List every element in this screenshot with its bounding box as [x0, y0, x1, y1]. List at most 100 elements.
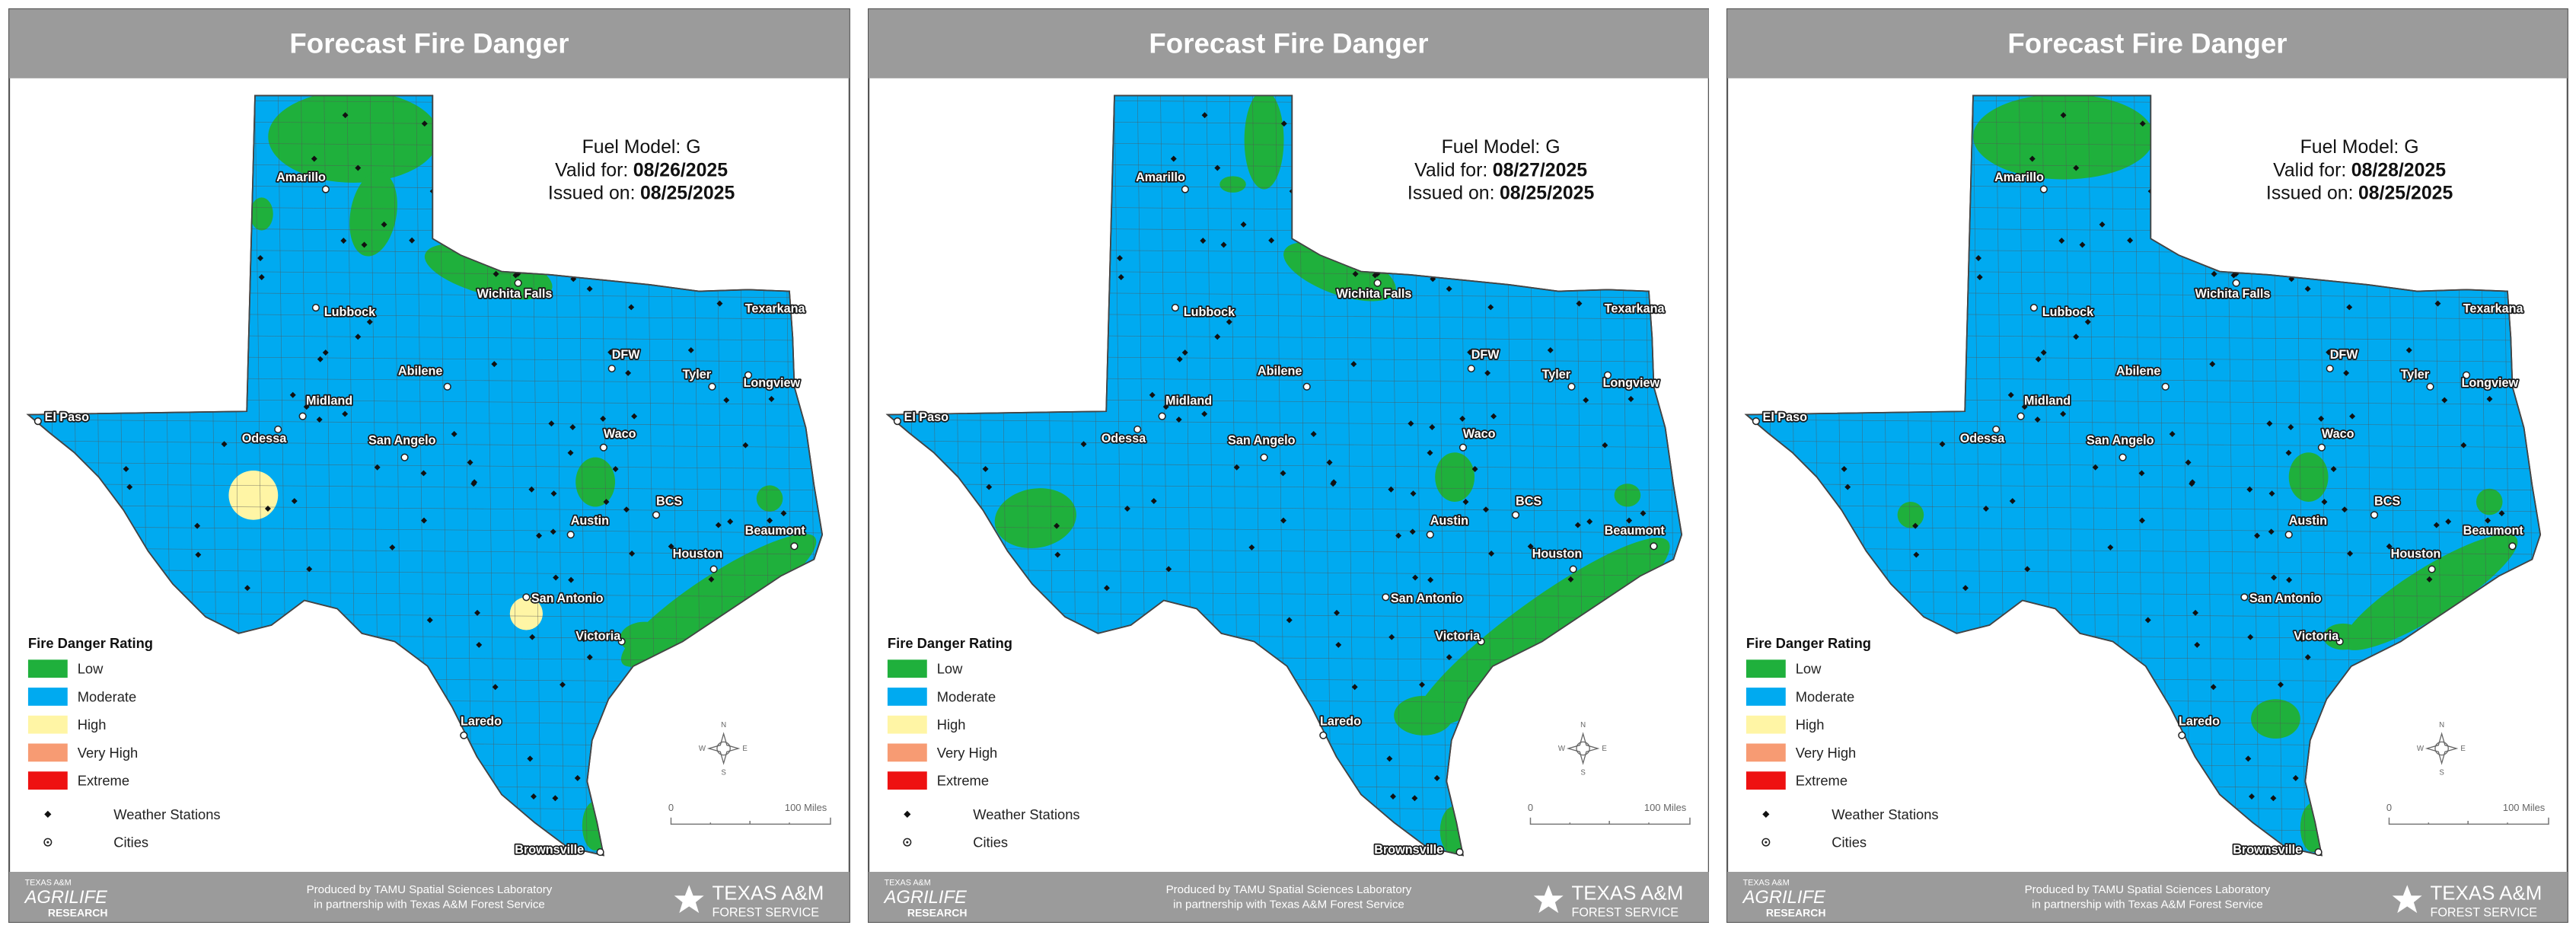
county-line [887, 483, 1682, 491]
scale-bar [670, 817, 831, 825]
legend-label: Moderate [1796, 688, 1855, 704]
footer-produced: Produced by TAMU Spatial Sciences Labora… [2025, 883, 2271, 896]
fire-zone [2288, 452, 2329, 502]
city-label: Laredo [1319, 715, 1360, 729]
weather-station [1117, 274, 1124, 280]
weather-station [366, 318, 373, 325]
county-line [1745, 419, 2541, 426]
city-label: Tyler [2401, 368, 2430, 381]
legend-label: Low [1796, 661, 1822, 677]
city-marker [709, 565, 718, 573]
weather-station [612, 466, 619, 472]
city-label: San Antonio [2249, 592, 2322, 605]
weather-station [355, 164, 362, 171]
footer-partnership: in partnership with Texas A&M Forest Ser… [2032, 898, 2263, 911]
weather-station [1286, 617, 1293, 624]
city-label: San Angelo [1228, 433, 1296, 447]
legend-city-dot [905, 841, 908, 844]
legend-swatch [887, 771, 927, 790]
weather-station [2346, 304, 2353, 311]
compass-ring [1575, 741, 1590, 756]
city-label: Tyler [1541, 368, 1570, 381]
weather-station [1411, 574, 1418, 581]
fire-zone [1393, 695, 1453, 736]
forecast-info: Issued on: 08/25/2025 [1407, 184, 1594, 204]
compass-label: S [721, 769, 726, 777]
weather-station [2144, 617, 2151, 624]
legend-swatch [27, 743, 68, 762]
city-marker [1455, 847, 1464, 857]
valid-date: 08/26/2025 [633, 160, 728, 180]
weather-station [2092, 464, 2099, 471]
weather-station [374, 464, 381, 471]
legend-label: Very High [1796, 745, 1857, 761]
weather-station [2139, 120, 2146, 127]
city-marker [2284, 531, 2293, 539]
legend-label: Extreme [936, 773, 988, 789]
legend-swatch [1745, 715, 1786, 734]
city-marker [298, 412, 307, 420]
fire-zone [1283, 241, 1396, 302]
city-label: San Angelo [368, 433, 436, 447]
weather-station [1387, 486, 1394, 493]
weather-station [421, 517, 427, 524]
weather-station [2073, 164, 2080, 171]
city-label: Wichita Falls [477, 287, 553, 301]
weather-station [2246, 486, 2253, 493]
city-label: Texarkana [1604, 302, 1665, 316]
scale-label: 0 [1527, 802, 1532, 813]
forecast-info: Valid for: 08/28/2025 [2273, 160, 2446, 180]
city-label: Beaumont [2463, 524, 2524, 538]
weather-station [476, 641, 483, 648]
weather-station [409, 237, 416, 244]
city-marker [1133, 425, 1141, 434]
legend-city-dot [1765, 841, 1768, 844]
city-label: Amarillo [1136, 171, 1185, 184]
city-marker [790, 542, 799, 551]
city-marker [2508, 542, 2517, 551]
city-marker [1467, 364, 1475, 373]
weather-station [2249, 793, 2255, 800]
forecast-info: Fuel Model: G [2300, 137, 2419, 158]
weather-station [492, 684, 499, 691]
city-marker [311, 304, 320, 312]
weather-station [221, 441, 228, 448]
weather-station [2245, 755, 2252, 762]
city-label: Wichita Falls [1336, 287, 1411, 301]
city-marker [1426, 531, 1434, 539]
fuel-model: Fuel Model: G [582, 137, 701, 158]
forest-logo: TEXAS A&M [712, 883, 824, 905]
compass-label: E [1602, 745, 1607, 753]
city-label: Brownsville [1374, 843, 1443, 857]
weather-station [2287, 424, 2294, 430]
fire-zone [250, 197, 273, 231]
scale-label: 100 Miles [1643, 802, 1685, 813]
legend-swatch [1745, 659, 1786, 678]
city-label: San Angelo [2087, 433, 2154, 447]
scale-label: 100 Miles [785, 802, 827, 813]
weather-station [768, 396, 775, 402]
fire-zone [268, 95, 439, 183]
weather-station [715, 522, 722, 528]
agrilife-logo: TEXAS A&M [884, 878, 930, 887]
weather-station [536, 532, 543, 539]
valid-label: Valid for: [1414, 160, 1487, 180]
weather-station [493, 270, 499, 277]
city-label: Odessa [242, 432, 287, 445]
city-label: BCS [656, 494, 682, 508]
legend-label: Extreme [78, 773, 129, 789]
weather-station [1220, 241, 1226, 248]
agrilife-logo: TEXAS A&M [1743, 878, 1790, 887]
weather-station [361, 241, 368, 248]
weather-station [1326, 459, 1333, 466]
county-line [27, 440, 823, 448]
weather-station [289, 391, 296, 398]
city-marker [2314, 847, 2323, 857]
forest-star [2392, 885, 2422, 913]
agrilife-logo: RESEARCH [907, 906, 967, 918]
compass-ring [716, 741, 731, 756]
valid-label: Valid for: [555, 160, 628, 180]
city-label: Abilene [1257, 365, 1301, 378]
city-marker [2016, 412, 2025, 420]
city-label: Longview [1602, 376, 1659, 390]
